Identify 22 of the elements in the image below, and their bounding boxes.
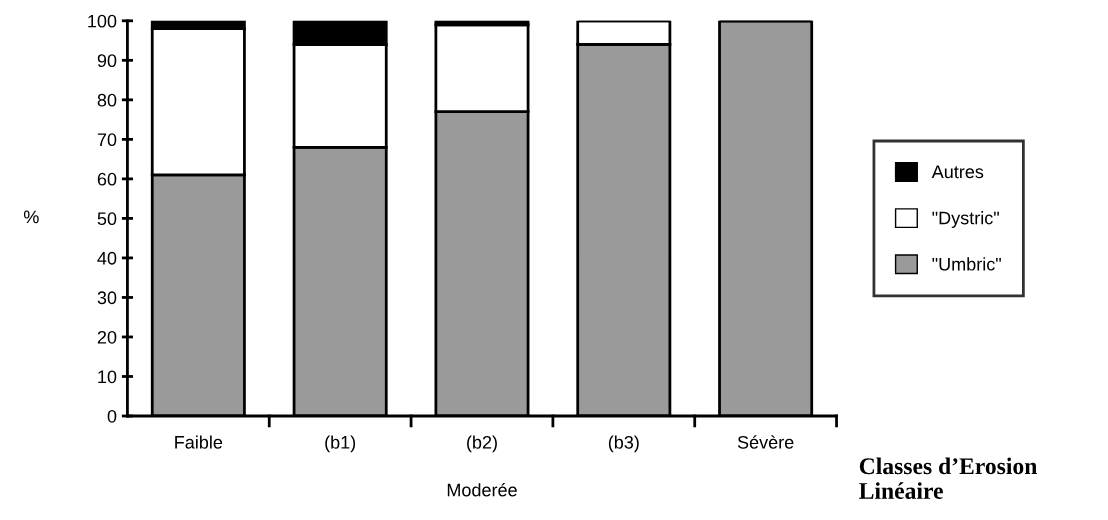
x-axis-title: Classes d’Erosion Linéaire bbox=[859, 457, 1038, 499]
legend-label: "Umbric" bbox=[932, 257, 1001, 271]
y-tick-label: 90 bbox=[97, 54, 117, 68]
x-tick-label: (b1) bbox=[325, 435, 356, 453]
y-tick-label: 10 bbox=[98, 370, 117, 384]
x-tick-label: (b2) bbox=[467, 435, 497, 453]
y-tick-label: 60 bbox=[97, 172, 117, 186]
x-tick-label: Sévère bbox=[737, 435, 794, 449]
x-tick-label: (b3) bbox=[608, 435, 639, 453]
y-tick-label: 0 bbox=[107, 409, 117, 423]
text: Moderée bbox=[447, 482, 517, 497]
y-axis-title: % bbox=[23, 210, 39, 224]
y-tick-label: 100 bbox=[88, 14, 117, 28]
y-tick-label: 70 bbox=[97, 133, 117, 147]
y-tick-label: 20 bbox=[97, 330, 117, 344]
legend-label: Autres bbox=[931, 165, 984, 179]
y-tick-label: 50 bbox=[97, 212, 117, 226]
x-tick-label: Faible bbox=[175, 435, 223, 449]
legend-label: "Dystric" bbox=[932, 211, 999, 228]
y-tick-label: 30 bbox=[97, 291, 117, 305]
y-tick-label: 80 bbox=[97, 93, 117, 107]
y-tick-label: 40 bbox=[97, 251, 117, 265]
